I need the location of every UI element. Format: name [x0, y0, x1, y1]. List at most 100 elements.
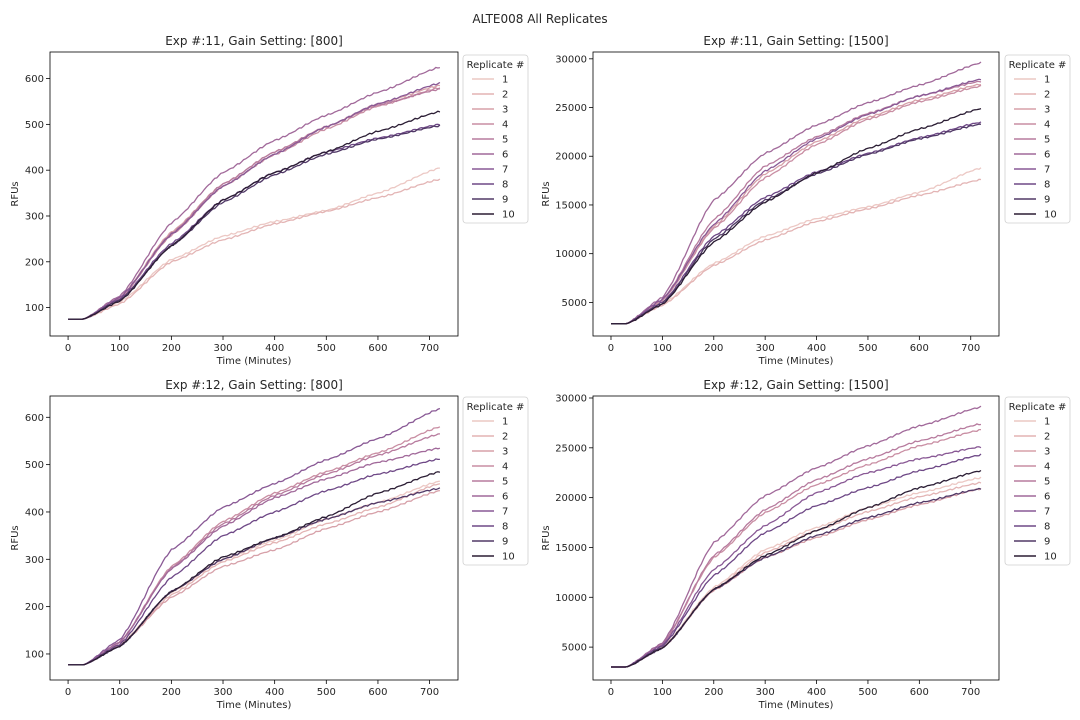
- legend-label-8: 8: [502, 180, 508, 191]
- series-line-9: [68, 124, 441, 320]
- legend-label-2: 2: [502, 432, 508, 443]
- x-tick-label: 200: [162, 687, 181, 698]
- series-line-6: [611, 61, 982, 325]
- x-tick-label: 300: [756, 343, 775, 354]
- legend-label-3: 3: [502, 447, 508, 458]
- y-tick-label: 25000: [555, 103, 587, 114]
- legend-label-2: 2: [1044, 432, 1050, 443]
- legend-label-6: 6: [502, 150, 508, 161]
- y-tick-label: 300: [25, 555, 44, 566]
- y-tick-label: 400: [25, 507, 44, 518]
- y-tick-label: 30000: [555, 393, 587, 404]
- series-line-1: [68, 167, 440, 320]
- subplot-3: Exp #:12, Gain Setting: [800] 0 100 200 300 4…: [10, 378, 529, 711]
- y-tick-label: 200: [25, 602, 44, 613]
- figure-title: ALTE008 All Replicates: [472, 12, 608, 26]
- x-tick-label: 0: [65, 343, 71, 354]
- legend-label-8: 8: [1044, 522, 1050, 533]
- y-tick-label: 300: [25, 211, 44, 222]
- legend-label-3: 3: [502, 105, 508, 116]
- x-tick-label: 700: [961, 687, 980, 698]
- x-tick-label: 400: [265, 343, 284, 354]
- x-axis-label: Time (Minutes): [758, 356, 834, 367]
- y-tick-label: 15000: [555, 543, 587, 554]
- legend-label-5: 5: [502, 477, 508, 488]
- legend-label-9: 9: [502, 195, 508, 206]
- legend-title: Replicate #: [467, 60, 525, 71]
- legend-label-5: 5: [1044, 477, 1050, 488]
- y-axis-label: RFUs: [10, 181, 21, 206]
- y-tick-label: 600: [25, 74, 44, 85]
- series-line-7: [611, 446, 982, 668]
- y-tick-label: 25000: [555, 443, 587, 454]
- x-tick-label: 500: [858, 343, 877, 354]
- legend-label-9: 9: [1044, 537, 1050, 548]
- series-line-5: [68, 433, 440, 666]
- axes-frame: [592, 51, 1000, 337]
- subplot-title: Exp #:11, Gain Setting: [800]: [165, 34, 343, 48]
- y-tick-label: 5000: [562, 298, 587, 309]
- x-tick-label: 100: [653, 343, 672, 354]
- series-line-4: [68, 426, 441, 666]
- series-line-7: [68, 407, 441, 666]
- legend-label-8: 8: [502, 522, 508, 533]
- legend-label-10: 10: [502, 210, 515, 221]
- series-line-2: [611, 178, 982, 325]
- series-line-10: [68, 110, 441, 320]
- legend-label-6: 6: [502, 492, 508, 503]
- x-tick-label: 300: [213, 343, 232, 354]
- x-tick-label: 100: [653, 687, 672, 698]
- y-tick-label: 100: [25, 303, 44, 314]
- x-axis-label: Time (Minutes): [216, 356, 292, 367]
- legend-label-10: 10: [1044, 552, 1057, 563]
- y-tick-label: 600: [25, 413, 44, 424]
- x-tick-label: 700: [961, 343, 980, 354]
- legend-label-9: 9: [502, 537, 508, 548]
- series-line-4: [611, 84, 982, 325]
- x-axis-label: Time (Minutes): [216, 700, 292, 711]
- series-line-10: [68, 471, 441, 666]
- series-line-7: [611, 78, 982, 325]
- y-tick-label: 15000: [555, 200, 587, 211]
- legend-label-5: 5: [1044, 135, 1050, 146]
- x-tick-label: 0: [65, 687, 71, 698]
- legend: Replicate # 1 2 3 4 5 6 7 8 9 10: [462, 54, 529, 224]
- x-tick-label: 600: [368, 687, 387, 698]
- series-line-5: [611, 80, 982, 325]
- x-tick-label: 400: [265, 687, 284, 698]
- x-tick-label: 400: [807, 687, 826, 698]
- x-tick-label: 200: [162, 343, 181, 354]
- y-tick-label: 200: [25, 257, 44, 268]
- legend-frame: [1004, 54, 1071, 224]
- x-tick-label: 0: [608, 687, 614, 698]
- legend-label-2: 2: [502, 90, 508, 101]
- legend-label-6: 6: [1044, 150, 1050, 161]
- legend-label-4: 4: [1044, 120, 1050, 131]
- x-tick-label: 500: [858, 687, 877, 698]
- x-tick-label: 500: [317, 343, 336, 354]
- x-tick-label: 200: [704, 343, 723, 354]
- y-tick-label: 500: [25, 120, 44, 131]
- legend-frame: [462, 396, 529, 566]
- subplot-title: Exp #:11, Gain Setting: [1500]: [703, 34, 888, 48]
- x-tick-label: 600: [910, 687, 929, 698]
- x-axis-label: Time (Minutes): [758, 700, 834, 711]
- series-line-9: [68, 487, 441, 666]
- x-tick-label: 500: [317, 687, 336, 698]
- series-line-2: [68, 178, 441, 320]
- y-tick-label: 10000: [555, 249, 587, 260]
- legend-label-3: 3: [1044, 105, 1050, 116]
- legend-label-7: 7: [1044, 165, 1050, 176]
- x-tick-label: 0: [608, 343, 614, 354]
- y-tick-label: 20000: [555, 152, 587, 163]
- subplot-4: Exp #:12, Gain Setting: [1500] 0 100 200 300…: [541, 378, 1071, 711]
- x-tick-label: 300: [213, 687, 232, 698]
- subplot-1: Exp #:11, Gain Setting: [800] 0 100 200 300 4…: [10, 34, 529, 367]
- legend-label-1: 1: [502, 75, 508, 86]
- subplot-title: Exp #:12, Gain Setting: [1500]: [703, 378, 888, 392]
- axes-frame: [49, 51, 459, 337]
- y-axis-label: RFUs: [10, 525, 21, 550]
- x-tick-label: 600: [368, 343, 387, 354]
- subplot-title: Exp #:12, Gain Setting: [800]: [165, 378, 343, 392]
- series-line-5: [68, 88, 440, 320]
